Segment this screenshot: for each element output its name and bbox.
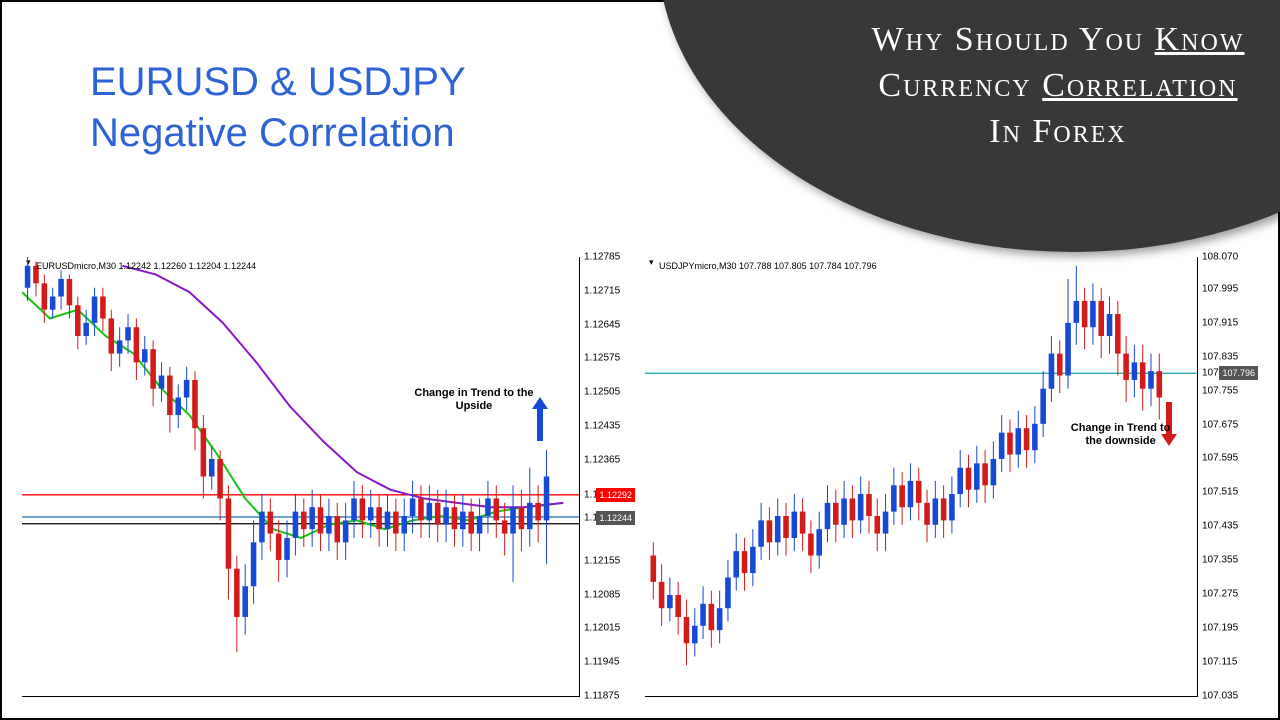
corner-line1a: Why Should You <box>872 21 1155 58</box>
price-tag: 1.12292 <box>596 488 635 502</box>
chart-left-plot[interactable]: Change in Trend to theUpside <box>22 257 580 697</box>
corner-line2b: Correlation <box>1042 67 1237 104</box>
ytick-label: 107.435 <box>1202 521 1238 532</box>
ytick-label: 107.035 <box>1202 691 1238 702</box>
arrow-up-icon <box>532 397 548 446</box>
chart-eurusd: ▾ EURUSDmicro,M30 1.12242 1.12260 1.1220… <box>22 257 635 697</box>
ytick-label: 1.12155 <box>584 555 620 566</box>
chart-left-yaxis: 1.127851.127151.126451.125751.125051.124… <box>579 257 635 697</box>
trend-annotation: Change in Trend to theUpside <box>414 387 534 412</box>
chart-svg <box>22 257 580 696</box>
ytick-label: 1.12715 <box>584 285 620 296</box>
ytick-label: 107.755 <box>1202 385 1238 396</box>
corner-line2a: Currency <box>878 67 1042 104</box>
ytick-label: 107.355 <box>1202 555 1238 566</box>
chart-usdjpy: ▾ USDJPYmicro,M30 107.788 107.805 107.78… <box>645 257 1258 697</box>
chart-svg <box>645 257 1198 696</box>
corner-line1b: Know <box>1155 21 1245 58</box>
corner-line3: In Forex <box>778 109 1280 155</box>
ytick-label: 107.915 <box>1202 317 1238 328</box>
chart-right-header: USDJPYmicro,M30 107.788 107.805 107.784 … <box>659 261 877 271</box>
price-tag: 1.12244 <box>596 511 635 525</box>
ytick-label: 1.12015 <box>584 623 620 634</box>
ytick-label: 1.12365 <box>584 454 620 465</box>
ytick-label: 1.11945 <box>584 657 619 668</box>
ytick-label: 107.595 <box>1202 453 1238 464</box>
ytick-label: 1.12645 <box>584 319 620 330</box>
title-line1: EURUSD & USDJPY <box>90 57 466 108</box>
ytick-label: 107.995 <box>1202 283 1238 294</box>
charts-row: ▾ EURUSDmicro,M30 1.12242 1.12260 1.1220… <box>22 257 1258 697</box>
ytick-label: 1.12505 <box>584 387 620 398</box>
main-title: EURUSD & USDJPY Negative Correlation <box>90 57 466 159</box>
ytick-label: 1.12785 <box>584 252 620 263</box>
ytick-label: 1.12435 <box>584 420 620 431</box>
ytick-label: 1.12085 <box>584 589 620 600</box>
chart-right-yaxis: 108.070107.995107.915107.835107.796107.7… <box>1197 257 1258 697</box>
ytick-label: 107.195 <box>1202 623 1238 634</box>
ytick-label: 1.12575 <box>584 353 620 364</box>
chart-left-header: EURUSDmicro,M30 1.12242 1.12260 1.12204 … <box>36 261 256 271</box>
corner-text: Why Should You Know Currency Correlation… <box>778 17 1280 155</box>
ytick-label: 107.675 <box>1202 419 1238 430</box>
ytick-label: 107.835 <box>1202 351 1238 362</box>
price-tag: 107.796 <box>1219 366 1258 380</box>
ytick-label: 108.070 <box>1202 252 1238 263</box>
trend-annotation: Change in Trend tothe downside <box>1061 422 1181 447</box>
ytick-label: 107.115 <box>1202 657 1237 668</box>
title-corner-overlay: Why Should You Know Currency Correlation… <box>658 0 1280 252</box>
page: Why Should You Know Currency Correlation… <box>0 0 1280 720</box>
ytick-label: 107.515 <box>1202 487 1238 498</box>
ytick-label: 107.275 <box>1202 589 1238 600</box>
ytick-label: 1.11875 <box>584 691 619 702</box>
title-line2: Negative Correlation <box>90 108 466 159</box>
chart-right-plot[interactable]: Change in Trend tothe downside <box>645 257 1198 697</box>
